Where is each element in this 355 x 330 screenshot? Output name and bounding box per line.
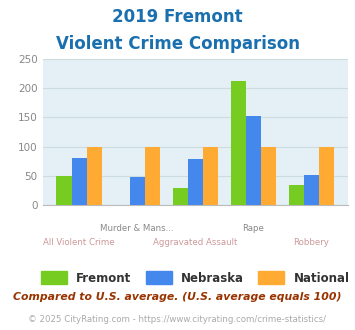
Text: Aggravated Assault: Aggravated Assault [153,238,237,247]
Text: © 2025 CityRating.com - https://www.cityrating.com/crime-statistics/: © 2025 CityRating.com - https://www.city… [28,315,327,324]
Bar [72,158,87,205]
Legend: Fremont, Nebraska, National: Fremont, Nebraska, National [41,272,350,284]
Bar [188,159,203,205]
Bar [203,147,218,205]
Text: All Violent Crime: All Violent Crime [43,238,115,247]
Bar [246,116,261,205]
Bar [130,177,145,205]
Text: Murder & Mans...: Murder & Mans... [100,224,174,233]
Bar [173,188,188,205]
Text: Rape: Rape [242,224,264,233]
Text: Compared to U.S. average. (U.S. average equals 100): Compared to U.S. average. (U.S. average … [13,292,342,302]
Bar [56,176,72,205]
Text: Violent Crime Comparison: Violent Crime Comparison [55,35,300,53]
Text: Robbery: Robbery [294,238,329,247]
Bar [231,81,246,205]
Bar [87,147,102,205]
Bar [145,147,160,205]
Bar [289,185,304,205]
Bar [261,147,276,205]
Text: 2019 Fremont: 2019 Fremont [112,8,243,26]
Bar [319,147,334,205]
Bar [304,175,319,205]
